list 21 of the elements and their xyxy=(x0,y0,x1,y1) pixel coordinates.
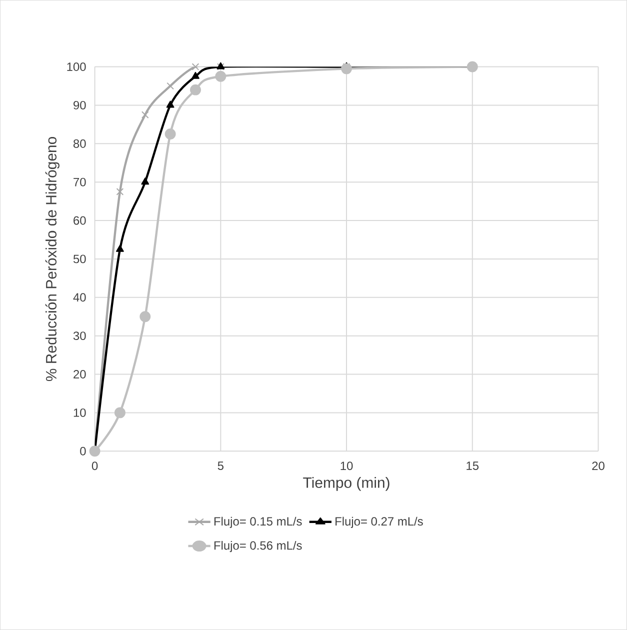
y-tick-label: 90 xyxy=(74,100,86,110)
y-tick-label: 80 xyxy=(73,139,86,148)
y-axis-title: % Reducción Peróxido de Hidrógeno xyxy=(45,136,60,382)
legend-label: Flujo= 0.27 mL/s xyxy=(336,516,423,528)
x-tick-label: 15 xyxy=(466,462,479,470)
x-tick-label: 0 xyxy=(92,462,98,470)
y-tick-label: 100 xyxy=(67,62,86,71)
x-tick-label: 10 xyxy=(340,462,353,470)
y-tick-label: 10 xyxy=(74,408,86,417)
legend-label: Flujo= 0.15 mL/s xyxy=(214,516,302,528)
y-tick-label: 20 xyxy=(74,370,86,378)
y-tick-label: 50 xyxy=(73,254,86,264)
y-tick-label: 60 xyxy=(74,216,86,225)
x-tick-label: 20 xyxy=(592,462,604,470)
y-tick-label: 70 xyxy=(74,178,86,186)
legend-label: Flujo= 0.56 mL/s xyxy=(214,540,302,552)
y-tick-label: 30 xyxy=(73,332,86,340)
x-tick-label: 5 xyxy=(218,462,224,470)
y-tick-label: 40 xyxy=(73,293,86,302)
y-tick-label: 0 xyxy=(80,446,86,456)
x-axis-title: Tiempo (min) xyxy=(303,476,390,491)
